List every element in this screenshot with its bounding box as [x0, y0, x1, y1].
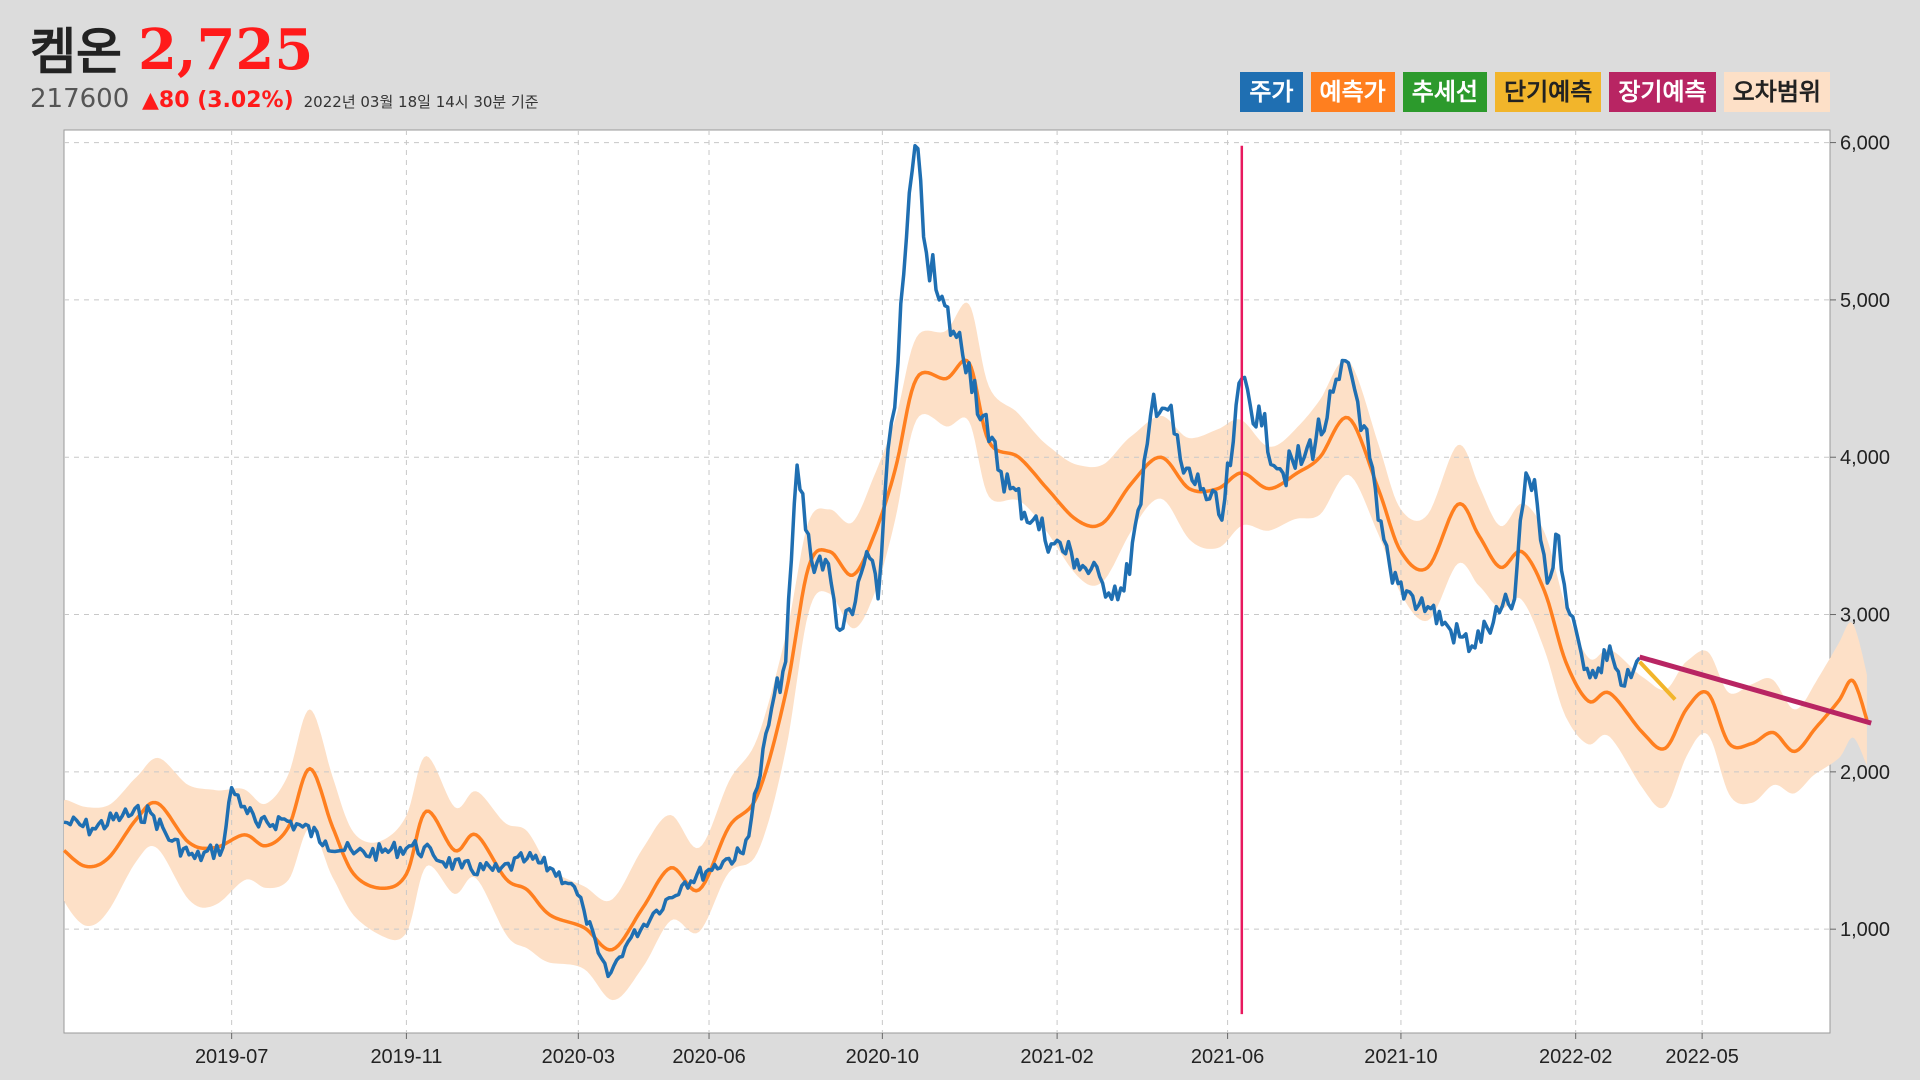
- y-tick-label: 6,000: [1840, 133, 1890, 155]
- predicted-price-line: [62, 358, 1869, 952]
- timestamp: 2022년 03월 18일 14시 30분 기준: [303, 93, 539, 111]
- x-tick-label: 2019-07: [195, 1046, 268, 1068]
- y-tick-label: 4,000: [1840, 447, 1890, 469]
- legend-item: 예측가: [1310, 72, 1395, 112]
- legend-item: 장기예측: [1609, 72, 1716, 112]
- stock-price-line: [63, 143, 1641, 979]
- legend-item: 오차범위: [1723, 72, 1830, 112]
- x-tick-label: 2021-02: [1020, 1046, 1093, 1068]
- x-tick-label: 2022-05: [1665, 1046, 1738, 1068]
- x-tick-label: 2019-11: [370, 1046, 442, 1068]
- stock-header: 켐온 2,725 217600 ▲80 (3.02%) 2022년 03월 18…: [30, 22, 539, 114]
- y-tick-label: 2,000: [1840, 762, 1890, 784]
- price-change: ▲80 (3.02%): [142, 88, 294, 113]
- y-tick-label: 3,000: [1840, 605, 1890, 627]
- long-term-forecast-line: [1638, 654, 1872, 726]
- x-tick-label: 2020-10: [846, 1046, 919, 1068]
- chart-legend: 주가 예측가 추세선 단기예측 장기예측 오차범위: [1240, 72, 1830, 112]
- x-tick-label: 2021-10: [1364, 1046, 1437, 1068]
- x-tick-label: 2020-06: [672, 1046, 745, 1068]
- x-tick-label: 2020-03: [542, 1046, 615, 1068]
- y-tick-label: 5,000: [1840, 290, 1890, 312]
- stock-price: 2,725: [138, 17, 314, 83]
- legend-item: 단기예측: [1495, 72, 1602, 112]
- stock-name: 켐온: [30, 23, 122, 81]
- x-tick-label: 2022-02: [1539, 1046, 1612, 1068]
- y-tick-label: 1,000: [1840, 919, 1890, 941]
- x-tick-label: 2021-06: [1191, 1046, 1264, 1068]
- legend-item: 추세선: [1402, 72, 1488, 112]
- stock-code: 217600: [30, 84, 130, 114]
- legend-item: 주가: [1240, 72, 1303, 112]
- short-term-forecast-line: [1638, 660, 1677, 701]
